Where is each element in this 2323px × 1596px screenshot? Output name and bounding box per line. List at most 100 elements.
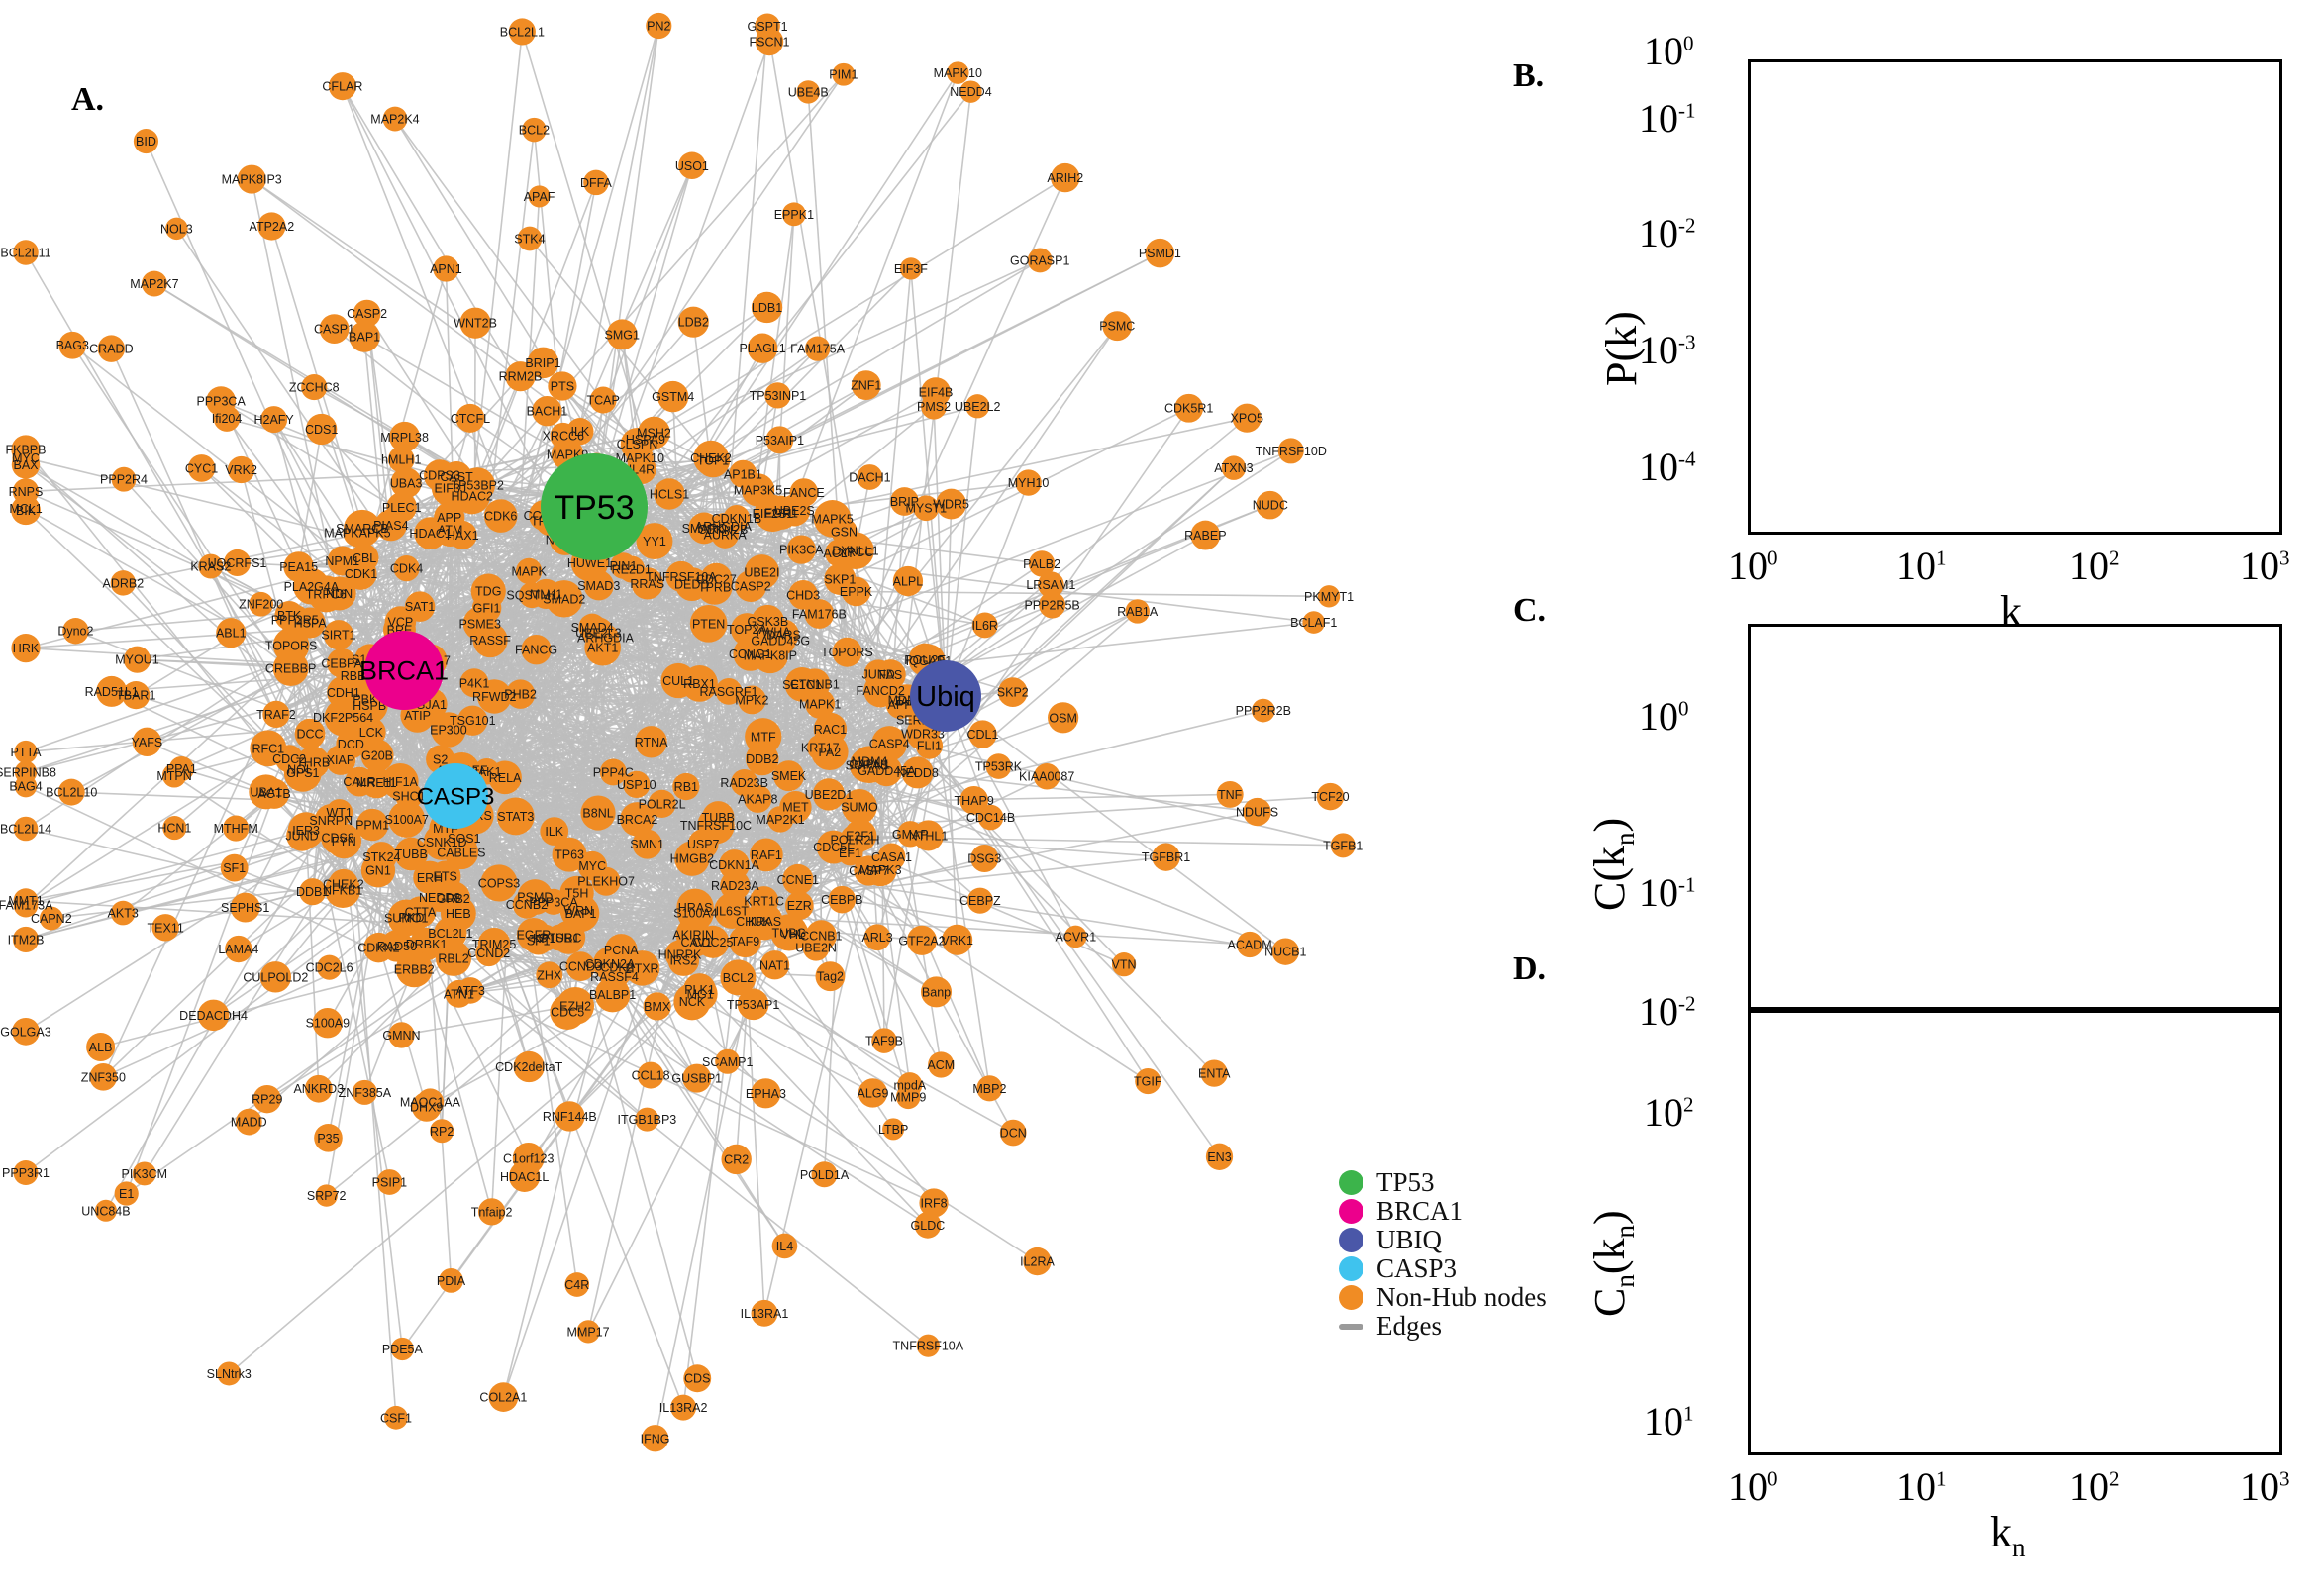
network-node[interactable]: [345, 557, 377, 590]
network-node[interactable]: [1221, 455, 1247, 480]
network-node[interactable]: [434, 916, 467, 950]
network-node[interactable]: [114, 1181, 139, 1206]
network-node[interactable]: [812, 778, 846, 811]
network-node[interactable]: [741, 473, 775, 507]
network-node[interactable]: [901, 756, 934, 789]
network-node[interactable]: [977, 804, 1004, 831]
network-node[interactable]: [39, 906, 63, 931]
network-node[interactable]: [477, 928, 511, 960]
network-node[interactable]: [225, 935, 252, 963]
network-node[interactable]: [1236, 931, 1263, 958]
network-node[interactable]: [488, 760, 522, 795]
network-node[interactable]: [11, 435, 41, 464]
network-node[interactable]: [1317, 585, 1341, 608]
network-node[interactable]: [459, 307, 491, 339]
network-node[interactable]: [784, 891, 814, 921]
network-node[interactable]: [304, 1074, 333, 1103]
network-node[interactable]: [548, 371, 577, 401]
network-node[interactable]: [947, 61, 969, 84]
network-node[interactable]: [1316, 782, 1345, 811]
network-node[interactable]: [1216, 780, 1244, 808]
network-node[interactable]: [997, 677, 1028, 708]
network-node[interactable]: [577, 850, 608, 881]
network-node[interactable]: [882, 1118, 905, 1141]
network-node[interactable]: [842, 788, 877, 825]
network-node[interactable]: [764, 382, 791, 409]
network-node[interactable]: [720, 959, 757, 996]
network-node[interactable]: [384, 1405, 408, 1430]
network-node[interactable]: [259, 961, 292, 993]
network-node[interactable]: [1271, 938, 1299, 965]
network-node[interactable]: [123, 646, 152, 673]
network-node[interactable]: [796, 80, 820, 104]
network-node[interactable]: [875, 659, 906, 690]
network-node[interactable]: [837, 532, 874, 570]
network-node[interactable]: [1125, 599, 1150, 624]
network-node[interactable]: [672, 772, 700, 801]
network-node[interactable]: [890, 487, 919, 516]
network-node[interactable]: [110, 900, 136, 926]
network-node[interactable]: [1039, 591, 1066, 619]
network-node[interactable]: [723, 504, 751, 532]
network-node[interactable]: [94, 1199, 117, 1222]
network-node[interactable]: [480, 864, 518, 902]
network-node[interactable]: [404, 591, 436, 622]
network-node[interactable]: [892, 565, 924, 597]
network-node[interactable]: [906, 925, 938, 955]
network-node[interactable]: [687, 829, 719, 860]
network-node[interactable]: [86, 1032, 116, 1061]
network-node[interactable]: [631, 567, 663, 600]
network-node[interactable]: [745, 742, 779, 776]
network-node[interactable]: [355, 808, 389, 842]
network-node[interactable]: [395, 950, 433, 988]
network-node[interactable]: [719, 849, 750, 880]
network-node[interactable]: [477, 679, 512, 714]
network-node[interactable]: [747, 333, 778, 363]
network-node[interactable]: [676, 888, 714, 927]
network-node[interactable]: [773, 760, 804, 792]
network-node[interactable]: [279, 604, 311, 636]
network-node[interactable]: [606, 319, 638, 350]
network-node[interactable]: [527, 347, 559, 379]
network-node[interactable]: [488, 1382, 519, 1412]
network-node[interactable]: [388, 1022, 415, 1048]
network-node[interactable]: [752, 637, 789, 674]
network-node[interactable]: [802, 934, 830, 961]
network-node[interactable]: [1038, 571, 1064, 598]
network-node[interactable]: [751, 1078, 781, 1109]
network-node[interactable]: [360, 739, 394, 772]
network-node[interactable]: [472, 622, 508, 658]
network-node[interactable]: [227, 455, 255, 484]
network-node[interactable]: [389, 421, 421, 452]
network-node[interactable]: [966, 887, 993, 914]
network-node[interactable]: [328, 72, 356, 101]
network-node[interactable]: [260, 406, 288, 434]
network-node[interactable]: [307, 575, 345, 613]
network-node[interactable]: [89, 1063, 118, 1091]
network-node[interactable]: [781, 202, 806, 227]
network-node[interactable]: [393, 554, 420, 582]
network-node[interactable]: [636, 523, 673, 560]
network-node[interactable]: [314, 1123, 343, 1152]
network-node[interactable]: [13, 816, 39, 842]
network-node[interactable]: [13, 892, 39, 918]
network-node[interactable]: [738, 685, 766, 715]
network-node[interactable]: [433, 255, 459, 282]
network-node[interactable]: [1064, 925, 1087, 948]
network-node[interactable]: [815, 961, 846, 992]
network-node[interactable]: [12, 1017, 40, 1046]
network-node[interactable]: [564, 1272, 590, 1297]
network-node[interactable]: [683, 1364, 712, 1393]
network-node[interactable]: [555, 1101, 585, 1132]
network-node[interactable]: [632, 829, 662, 859]
network-node[interactable]: [1256, 490, 1285, 520]
network-node[interactable]: [656, 380, 689, 413]
network-node[interactable]: [863, 924, 891, 951]
network-node[interactable]: [325, 745, 356, 775]
network-node[interactable]: [299, 878, 327, 906]
network-node[interactable]: [715, 1048, 741, 1074]
network-node[interactable]: [430, 1119, 454, 1144]
network-node[interactable]: [436, 880, 471, 916]
network-node[interactable]: [696, 568, 733, 605]
network-node[interactable]: [110, 570, 137, 596]
